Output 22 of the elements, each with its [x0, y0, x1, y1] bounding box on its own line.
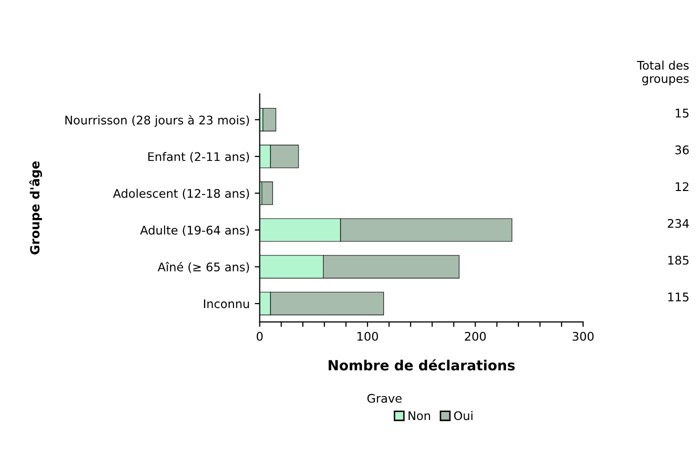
y-tick-label: Inconnu [204, 299, 249, 308]
y-tick-label: Adulte (19-64 ans) [140, 226, 249, 236]
text: 185 [668, 256, 688, 265]
legend-label: Oui [454, 410, 472, 420]
x-tick-label: 100 [358, 332, 378, 341]
y-tick-label: Enfant (2-11 ans) [148, 152, 249, 162]
x-tick-label: 300 [572, 332, 594, 341]
y-tick-label: Nourrisson (28 jours à 23 mois) [65, 114, 249, 127]
x-axis-title: Nombre de déclarations [328, 359, 515, 370]
text: 36 [675, 145, 689, 154]
text: Total des groupes [636, 60, 689, 86]
legend-title: Grave [367, 394, 402, 403]
text: 15 [676, 108, 688, 118]
legend-label: Non [408, 411, 430, 420]
text: 12 [676, 182, 688, 191]
text: 115 [668, 292, 688, 302]
y-tick-label: Adolescent (12-18 ans) [113, 188, 249, 200]
y-axis-title: Groupe d'âge [29, 161, 42, 254]
x-tick-label: 0 [256, 332, 263, 341]
text: 234 [668, 218, 689, 228]
y-tick-label: Aîné (≥ 65 ans) [158, 262, 249, 273]
x-tick-label: 200 [464, 332, 486, 341]
